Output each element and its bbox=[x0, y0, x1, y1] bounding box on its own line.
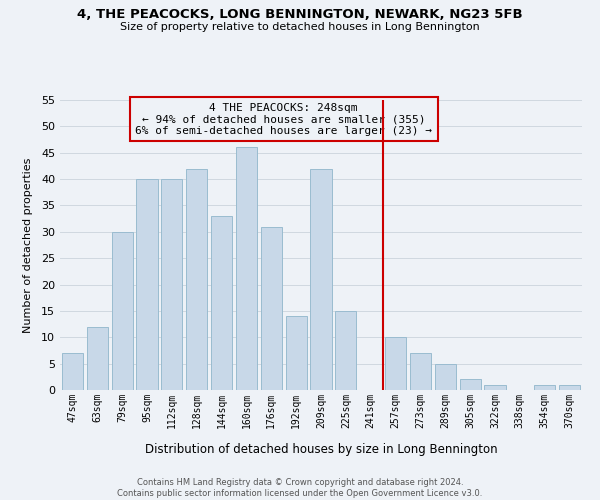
Bar bbox=[310, 168, 332, 390]
Bar bbox=[186, 168, 207, 390]
Bar bbox=[435, 364, 456, 390]
Y-axis label: Number of detached properties: Number of detached properties bbox=[23, 158, 32, 332]
Bar bbox=[484, 384, 506, 390]
Bar bbox=[385, 338, 406, 390]
Bar bbox=[161, 179, 182, 390]
Bar bbox=[211, 216, 232, 390]
Bar bbox=[236, 148, 257, 390]
Text: Size of property relative to detached houses in Long Bennington: Size of property relative to detached ho… bbox=[120, 22, 480, 32]
Text: 4, THE PEACOCKS, LONG BENNINGTON, NEWARK, NG23 5FB: 4, THE PEACOCKS, LONG BENNINGTON, NEWARK… bbox=[77, 8, 523, 20]
Text: 4 THE PEACOCKS: 248sqm
← 94% of detached houses are smaller (355)
6% of semi-det: 4 THE PEACOCKS: 248sqm ← 94% of detached… bbox=[135, 102, 432, 136]
Bar bbox=[261, 226, 282, 390]
Bar bbox=[87, 326, 108, 390]
Bar bbox=[136, 179, 158, 390]
Bar bbox=[112, 232, 133, 390]
Bar bbox=[534, 384, 555, 390]
Bar bbox=[62, 353, 83, 390]
Bar bbox=[286, 316, 307, 390]
Text: Contains HM Land Registry data © Crown copyright and database right 2024.
Contai: Contains HM Land Registry data © Crown c… bbox=[118, 478, 482, 498]
Bar bbox=[559, 384, 580, 390]
Bar bbox=[335, 311, 356, 390]
Bar bbox=[460, 380, 481, 390]
Bar bbox=[410, 353, 431, 390]
Text: Distribution of detached houses by size in Long Bennington: Distribution of detached houses by size … bbox=[145, 442, 497, 456]
